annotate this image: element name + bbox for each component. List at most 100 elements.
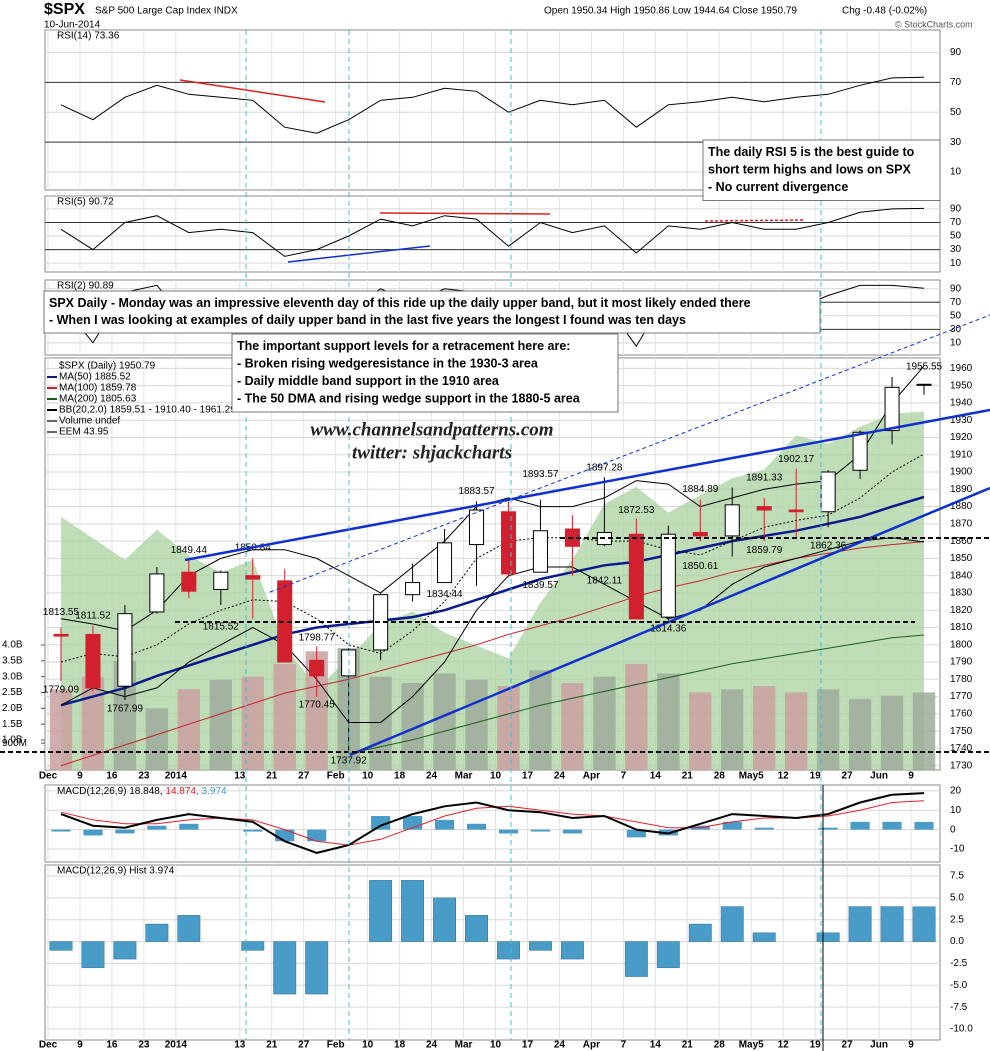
volume-bar [497,686,520,770]
x-tick-label: 9 [908,1040,914,1051]
y-tick-label: 7.5 [950,871,964,882]
y-tick-label: 10 [950,258,962,269]
price-label: 1811.52 [75,610,111,621]
y-tick-label: 1880 [950,501,973,512]
x-tick-label: May5 [739,771,764,782]
x-tick-label: Feb [327,1040,345,1051]
y-tick-label: 1730 [950,760,973,771]
y-tick-label: 1890 [950,484,973,495]
line [60,537,925,723]
legend-label: BB(20,2.0) 1859.51 - 1910.40 - 1961.29 [59,405,236,416]
volume-bar [753,686,776,770]
x-tick-label: Apr [583,1040,600,1051]
y-tick-label: 1750 [950,726,973,737]
y-tick-label: -10.0 [950,1024,973,1035]
pane [44,864,941,1041]
divergence-arrow [287,245,431,263]
x-tick-label: Mar [455,771,473,782]
x-tick-label: 24 [554,1040,566,1051]
note-text: short term highs and lows on SPX [708,163,911,177]
legend-label: MA(100) 1859.78 [59,383,137,394]
candle-body [309,659,325,677]
y-tick-label: 10 [950,805,962,816]
note-text: - Daily middle band support in the 1910 … [237,374,500,388]
note-text: - Broken rising wedgeresistance in the 1… [237,357,539,371]
x-tick-label: 14 [650,1040,662,1051]
watermark: www.channelsandpatterns.com [310,419,553,440]
hist-bar [752,932,776,942]
volume-bar [465,679,488,770]
volume-bar [305,651,328,770]
candle-body [500,511,517,575]
volume-bar [816,689,840,770]
hist-bar [529,941,552,951]
candle-body [53,633,69,637]
volume-bar [657,673,680,770]
pane [44,195,941,273]
macd-hist-bar [882,821,902,830]
hist-bar [81,941,105,969]
legend-label: Volume undef [59,416,120,427]
volume-tick-label: 4.0B [2,640,23,651]
divergence-arrow [704,219,806,222]
volume-bar [880,695,904,770]
y-tick-label: 1940 [950,398,973,409]
note-text: The important support levels for a retra… [237,339,570,353]
macd-hist-bar [466,823,487,830]
candle-body [181,571,197,592]
candle-body [245,575,261,580]
y-tick-label: 30 [950,137,962,148]
macd-hist-bar [722,821,742,830]
note-text: - The 50 DMA and rising wedge support in… [237,392,581,406]
price-label: 1955.55 [906,362,943,373]
hist-bar [401,880,425,942]
hist-bar [656,941,680,969]
price-label: 1814.36 [650,624,687,635]
change: Chg -0.48 (-0.02%) [842,6,927,17]
y-tick-label: 70 [950,297,962,308]
y-tick-label: 0 [950,824,956,835]
x-tick-label: 28 [714,1040,726,1051]
y-tick-label: 1810 [950,622,973,633]
volume-tick-label: 2.5B [2,687,23,698]
x-tick-label: 27 [298,1040,310,1051]
x-tick-label: 2014 [165,771,188,782]
x-tick-label: 10 [490,1040,502,1051]
candle-body [149,573,165,613]
hist-bar [816,932,840,942]
label-part: MACD(12,26,9) 18.848, [57,786,163,797]
volume-bar [49,689,73,770]
x-tick-label: 10 [362,771,374,782]
note-text: - No current divergence [708,180,848,194]
y-tick-label: 70 [950,77,962,88]
macd-hist-bar [179,823,199,830]
line [60,541,925,767]
x-tick-label: 9 [908,771,914,782]
wedge-line [184,408,990,562]
volume-bar [177,689,201,770]
y-tick-label: 30 [950,244,962,255]
x-tick-label: Apr [583,771,600,782]
note-box [702,139,941,201]
price-label: 1842.11 [587,576,623,587]
y-tick-label: 1910 [950,449,973,460]
symbol-name: S&P 500 Large Cap Index INDX [95,6,238,17]
y-tick-label: 2.5 [950,914,964,925]
panel-label: $SPX (Daily) 1950.79 [59,361,156,372]
macd-hist-bar [307,829,327,842]
volume-bar [848,698,872,770]
volume-bar [912,692,936,770]
y-tick-label: 10 [950,167,962,178]
x-tick-label: 19 [810,1040,822,1051]
y-tick-label: 1860 [950,536,973,547]
price-label: 1779.09 [43,685,80,696]
label-part: 14.874, [163,786,199,797]
x-tick-label: 27 [842,771,854,782]
candle-body [660,533,676,618]
symbol: $SPX [44,1,85,18]
macd-hist-bar [434,819,455,830]
volume-bar [241,676,264,770]
hist-bar [912,906,936,942]
hist-bar [49,941,73,951]
hist-bar [305,941,329,995]
